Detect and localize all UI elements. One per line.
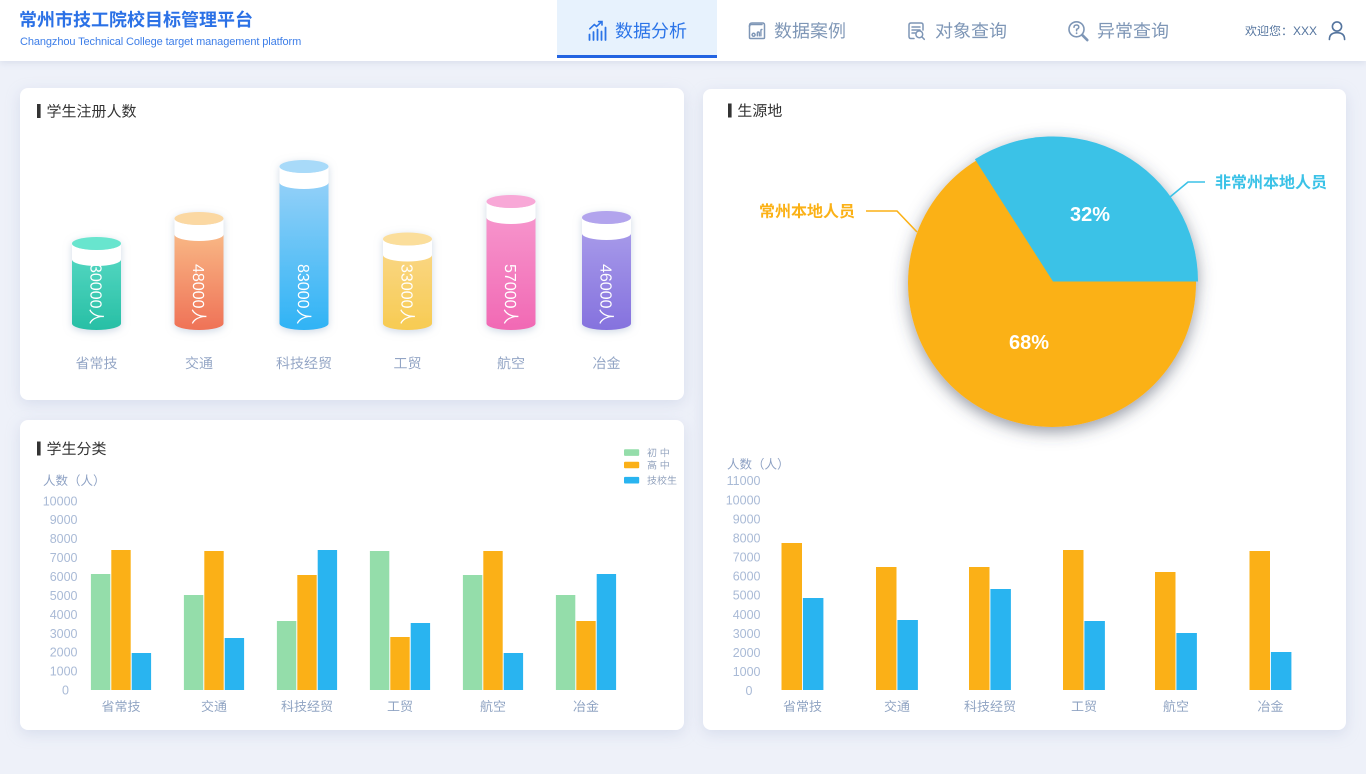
- svg-text:68%: 68%: [1009, 332, 1049, 354]
- svg-text:9000: 9000: [50, 513, 78, 527]
- svg-text:0: 0: [746, 684, 753, 698]
- svg-text:6000: 6000: [733, 570, 761, 584]
- svg-text:0: 0: [62, 684, 69, 698]
- svg-text:Changzhou Technical College ta: Changzhou Technical College target manag…: [20, 36, 301, 48]
- svg-text:7000: 7000: [733, 551, 761, 565]
- svg-text:10000: 10000: [726, 493, 761, 507]
- svg-text:2000: 2000: [733, 646, 761, 660]
- svg-text:5000: 5000: [733, 589, 761, 603]
- svg-text:6000: 6000: [50, 570, 78, 584]
- svg-text:7000: 7000: [50, 551, 78, 565]
- svg-text:1000: 1000: [733, 665, 761, 679]
- svg-text:10000: 10000: [43, 494, 78, 508]
- svg-text:5000: 5000: [50, 589, 78, 603]
- svg-text:8000: 8000: [733, 532, 761, 546]
- svg-text:3000: 3000: [50, 627, 78, 641]
- svg-text:32%: 32%: [1070, 204, 1110, 226]
- svg-text:4000: 4000: [733, 608, 761, 622]
- svg-text:8000: 8000: [50, 532, 78, 546]
- svg-text:2000: 2000: [50, 646, 78, 660]
- svg-text:3000: 3000: [733, 627, 761, 641]
- svg-text:4000: 4000: [50, 608, 78, 622]
- svg-text:XXX: XXX: [1293, 24, 1317, 38]
- svg-text:1000: 1000: [50, 665, 78, 679]
- svg-text:9000: 9000: [733, 512, 761, 526]
- svg-text:11000: 11000: [727, 474, 761, 488]
